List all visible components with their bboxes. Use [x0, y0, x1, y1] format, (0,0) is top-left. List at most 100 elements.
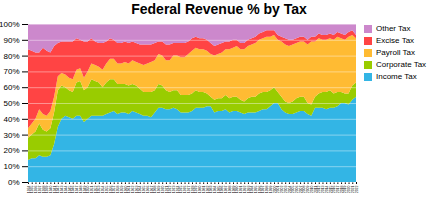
svg-text:1972: 1972: [168, 185, 173, 194]
svg-text:1980: 1980: [198, 185, 203, 194]
svg-text:1981: 1981: [201, 185, 206, 194]
svg-text:1977: 1977: [186, 185, 191, 194]
svg-text:2008: 2008: [302, 185, 307, 194]
svg-text:1965: 1965: [142, 185, 147, 194]
svg-text:2021: 2021: [350, 185, 355, 194]
svg-text:80%: 80%: [3, 52, 19, 61]
svg-text:2019: 2019: [343, 185, 348, 194]
svg-text:1999: 1999: [268, 185, 273, 194]
svg-text:1940: 1940: [49, 185, 53, 194]
svg-text:2005: 2005: [291, 185, 296, 194]
svg-text:1955: 1955: [104, 185, 109, 194]
svg-text:100%: 100%: [0, 20, 20, 29]
svg-text:1983: 1983: [209, 185, 214, 194]
svg-text:1946: 1946: [71, 185, 76, 194]
svg-text:1996: 1996: [257, 185, 262, 194]
svg-text:1966: 1966: [145, 185, 150, 194]
svg-text:2014: 2014: [324, 185, 329, 194]
svg-text:1990: 1990: [235, 185, 240, 194]
svg-text:2018: 2018: [339, 185, 344, 194]
svg-text:1948: 1948: [78, 185, 83, 194]
svg-text:1934: 1934: [26, 185, 31, 194]
svg-text:2012: 2012: [317, 185, 322, 194]
html-text:Payroll Tax: Payroll Tax: [376, 48, 415, 57]
svg-text:1958: 1958: [116, 185, 121, 194]
svg-text:1989: 1989: [231, 185, 236, 194]
html-text:Excise Tax: Excise Tax: [376, 36, 415, 45]
svg-text:1945: 1945: [67, 185, 72, 194]
svg-text:1963: 1963: [134, 185, 139, 194]
svg-text:20%: 20%: [3, 146, 19, 155]
svg-text:1994: 1994: [250, 185, 255, 194]
svg-text:1997: 1997: [261, 185, 266, 194]
svg-text:1953: 1953: [97, 185, 102, 194]
svg-text:50%: 50%: [3, 99, 19, 108]
svg-text:2022: 2022: [355, 185, 359, 193]
svg-text:1969: 1969: [157, 185, 162, 194]
svg-text:1938: 1938: [41, 185, 46, 194]
svg-text:1954: 1954: [101, 185, 106, 194]
svg-text:2007: 2007: [298, 185, 303, 194]
svg-text:1949: 1949: [82, 185, 87, 194]
svg-text:1967: 1967: [149, 185, 154, 194]
svg-text:1978: 1978: [190, 185, 195, 194]
svg-text:1992: 1992: [242, 185, 247, 194]
svg-text:1985: 1985: [216, 185, 221, 194]
svg-text:1998: 1998: [265, 185, 270, 194]
svg-text:0%: 0%: [8, 178, 20, 187]
svg-text:1979: 1979: [194, 185, 199, 194]
svg-text:2003: 2003: [283, 185, 288, 194]
svg-text:1974: 1974: [175, 185, 180, 194]
svg-text:1991: 1991: [239, 185, 244, 194]
svg-text:1951: 1951: [90, 185, 94, 194]
svg-text:90%: 90%: [3, 36, 19, 45]
svg-text:2015: 2015: [328, 185, 333, 194]
svg-text:1950: 1950: [86, 185, 91, 194]
svg-text:1939: 1939: [45, 185, 50, 194]
svg-text:2020: 2020: [347, 185, 352, 194]
svg-text:2002: 2002: [280, 185, 285, 194]
svg-text:1968: 1968: [153, 185, 158, 194]
svg-text:1993: 1993: [246, 185, 251, 194]
svg-text:2009: 2009: [306, 185, 311, 194]
svg-text:1935: 1935: [30, 185, 35, 194]
html-text:Corporate Tax: Corporate Tax: [376, 60, 427, 69]
svg-text:2011: 2011: [313, 185, 318, 193]
svg-text:70%: 70%: [3, 67, 19, 76]
svg-text:1952: 1952: [93, 185, 98, 194]
svg-text:2010: 2010: [309, 185, 314, 194]
svg-text:2016: 2016: [332, 185, 337, 194]
svg-text:1970: 1970: [160, 185, 165, 194]
svg-text:2004: 2004: [287, 185, 292, 194]
svg-text:1976: 1976: [183, 185, 188, 194]
svg-text:1982: 1982: [205, 185, 210, 194]
svg-text:1960: 1960: [123, 185, 128, 194]
svg-text:1944: 1944: [63, 185, 68, 194]
svg-text:1947: 1947: [75, 185, 80, 194]
svg-text:30%: 30%: [3, 131, 19, 140]
svg-text:1943: 1943: [60, 185, 65, 194]
svg-text:1988: 1988: [227, 185, 232, 194]
svg-text:1987: 1987: [224, 185, 229, 194]
svg-text:10%: 10%: [3, 162, 19, 171]
svg-text:1986: 1986: [220, 185, 225, 194]
svg-text:2013: 2013: [321, 185, 326, 194]
svg-text:1956: 1956: [108, 185, 113, 194]
svg-text:1961: 1961: [127, 185, 132, 194]
svg-text:1975: 1975: [179, 185, 184, 194]
svg-text:1964: 1964: [138, 185, 143, 194]
html-text:Income Tax: Income Tax: [376, 72, 417, 81]
svg-text:1937: 1937: [37, 185, 42, 194]
svg-text:60%: 60%: [3, 83, 19, 92]
svg-text:2001: 2001: [276, 185, 281, 194]
svg-text:1936: 1936: [34, 185, 39, 194]
html-text:Other Tax: Other Tax: [376, 24, 411, 33]
svg-text:1959: 1959: [119, 185, 124, 194]
svg-text:1971: 1971: [164, 185, 169, 194]
svg-text:40%: 40%: [3, 115, 19, 124]
svg-text:1942: 1942: [56, 185, 61, 194]
svg-text:1957: 1957: [112, 185, 117, 194]
svg-text:2000: 2000: [272, 185, 277, 194]
html-text:Federal Revenue % by Tax: Federal Revenue % by Tax: [131, 1, 307, 17]
svg-text:1941: 1941: [52, 185, 57, 194]
